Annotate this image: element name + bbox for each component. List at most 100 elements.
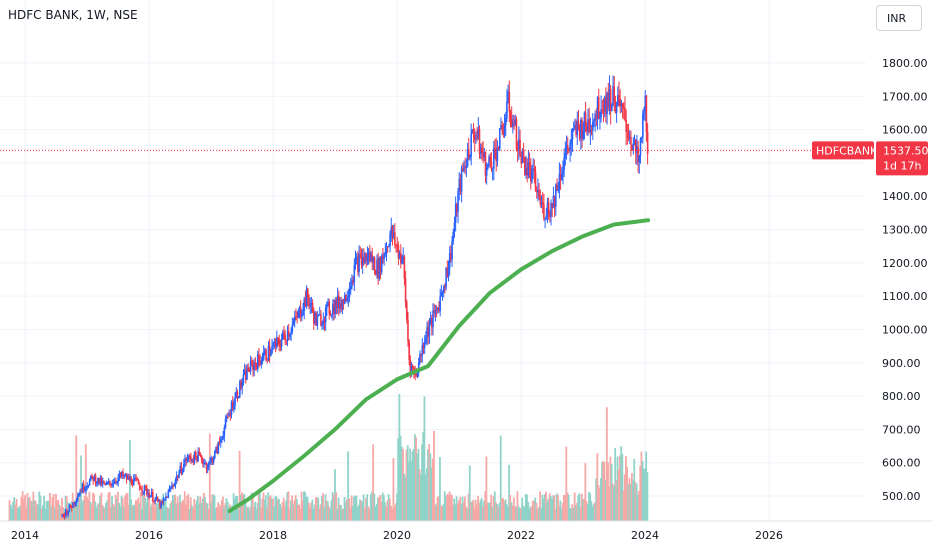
candle-body [446,267,449,277]
candle-body [109,481,111,484]
candle [599,111,601,130]
candle [211,456,214,465]
volume-bar [543,494,546,521]
candle [366,246,369,266]
candle [81,482,84,494]
candle [186,453,189,464]
volume-bar [28,497,31,521]
x-tick-label: 2016 [135,529,163,542]
candle [357,251,359,276]
volume-bar [84,444,87,521]
candle-body [230,402,233,415]
candle-body [228,413,230,417]
volume-bar [425,468,428,521]
volume-bar [38,491,41,521]
candle [388,243,390,248]
candle-body [155,496,158,499]
candle [141,485,143,496]
volume-bar [189,497,192,521]
candle [171,481,173,490]
candle-body [247,367,249,372]
volume-bar [423,396,426,521]
volume-bar [565,446,568,521]
candle [516,141,519,163]
candle-body [612,86,614,105]
volume-bar [21,491,24,521]
candle [626,124,629,145]
candle-body [512,123,514,128]
y-tick-label: 900.00 [882,357,921,370]
volume-bar [9,504,12,521]
candle-body [365,253,368,261]
volume-bar [566,492,569,521]
volume-bar [247,506,249,521]
volume-bar [398,394,401,521]
volume-bar [535,502,538,521]
candle [507,84,509,104]
candle-body [611,104,613,111]
volume-bar [196,496,199,521]
candle [110,482,112,489]
candle [559,164,562,190]
candle-body [564,153,567,158]
volume-bar [505,503,508,521]
candle-body [243,370,246,375]
volume-bar [39,495,42,521]
candle [301,309,303,322]
volume-bar [157,499,160,521]
volume-bar [114,494,117,521]
candle [200,454,203,464]
volume-bar [353,496,355,521]
candle-body [271,346,273,354]
volume-bar [169,503,172,521]
candle-body [349,286,352,290]
volume-bar [450,494,453,521]
candle [509,109,512,128]
candle [611,103,613,112]
volume-bar [249,506,252,521]
volume-bar [481,506,484,521]
volume-bar [34,500,37,521]
candle [323,316,326,331]
candle [230,400,233,419]
candle-body [64,510,67,517]
candle [590,124,593,136]
x-tick-label: 2024 [631,529,659,542]
currency-selector[interactable]: INR [876,5,922,31]
candle [621,103,624,119]
candle-body [426,327,428,338]
candle [321,321,323,330]
candle-body [644,95,647,111]
volume-bar [392,458,395,521]
volume-bar [238,450,241,521]
volume-bar [419,474,422,521]
volume-bar [595,478,598,521]
candle [199,452,202,458]
candle [192,455,195,466]
volume-bar [568,508,571,521]
volume-bar [335,492,338,521]
candle-body [268,345,271,356]
candle [270,348,272,357]
volume-bar [442,503,445,521]
candle [121,471,123,479]
candle-body [541,202,544,205]
candle [99,474,102,487]
candle-body [297,310,300,318]
candle-body [503,125,506,135]
volume-bar [109,507,112,521]
candle [291,317,294,335]
candle [109,480,111,487]
candle [580,117,582,150]
candle-body [310,302,313,305]
candle-body [242,374,245,383]
candle-body [253,363,255,371]
candle-body [607,93,610,108]
volume-bar [144,497,147,521]
volume-bar [542,498,545,521]
candle-body [392,232,395,238]
volume-bar [239,494,242,521]
candle-body [196,456,198,462]
volume-bar [393,506,396,521]
